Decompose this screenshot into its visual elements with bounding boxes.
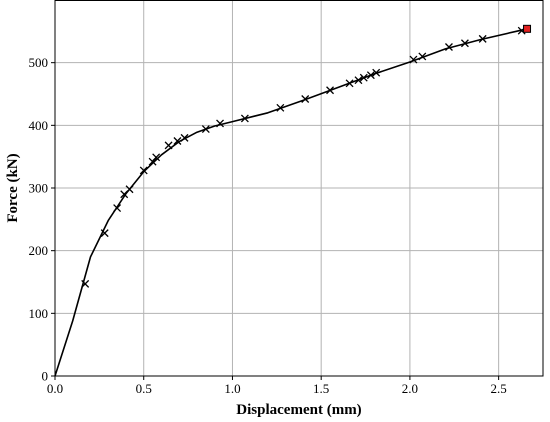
cross-stroke	[418, 52, 427, 61]
cross-marker	[180, 133, 189, 142]
cross-marker	[152, 153, 161, 162]
cross-marker	[460, 39, 469, 48]
y-tick-label: 500	[29, 55, 49, 70]
y-tick-label: 100	[29, 306, 49, 321]
cross-stroke	[100, 229, 109, 238]
cross-stroke	[139, 166, 148, 175]
cross-marker	[125, 185, 134, 194]
cross-marker	[326, 86, 335, 95]
x-tick-label: 1.0	[224, 381, 240, 396]
y-tick-label: 200	[29, 243, 49, 258]
cross-stroke	[359, 73, 368, 82]
cross-stroke	[152, 153, 161, 162]
y-tick-label: 400	[29, 118, 49, 133]
cross-marker	[201, 125, 210, 134]
x-tick-label: 2.5	[491, 381, 507, 396]
cross-stroke	[460, 39, 469, 48]
cross-marker	[418, 52, 427, 61]
force-curve	[54, 28, 528, 377]
cross-marker	[81, 279, 90, 288]
cross-marker	[354, 76, 363, 85]
cross-marker	[276, 103, 285, 112]
cross-stroke	[326, 86, 335, 95]
cross-stroke	[354, 76, 363, 85]
cross-marker	[301, 95, 310, 103]
cross-marker	[139, 166, 148, 175]
cross-stroke	[164, 141, 173, 150]
cross-stroke	[409, 55, 418, 64]
cross-stroke	[180, 133, 189, 142]
cross-stroke	[366, 71, 375, 80]
axis-ticks: 0.0 0.5 1.0 1.5 2.0 2.5 0 100 200 300 400 500	[29, 55, 507, 396]
cross-stroke	[125, 185, 134, 194]
cross-stroke	[345, 79, 354, 88]
cross-stroke	[113, 204, 122, 213]
cross-marker	[240, 114, 249, 123]
x-tick-label: 1.5	[313, 381, 329, 396]
cross-stroke	[201, 125, 210, 134]
cross-marker	[478, 34, 487, 43]
series-layer	[54, 24, 532, 377]
cross-stroke	[173, 137, 182, 145]
cross-marker	[345, 79, 354, 88]
cross-stroke	[478, 34, 487, 43]
x-tick-label: 0.5	[136, 381, 152, 396]
cross-stroke	[240, 114, 249, 123]
x-tick-label: 2.0	[402, 381, 418, 396]
cross-marker	[113, 204, 122, 213]
y-tick-label: 300	[29, 181, 49, 196]
cross-marker	[216, 119, 224, 128]
grid-lines	[55, 0, 543, 376]
cross-stroke	[372, 68, 381, 77]
x-tick-label: 0.0	[47, 381, 63, 396]
cross-marker	[366, 71, 375, 80]
cross-stroke	[301, 95, 310, 103]
end-point-marker	[523, 24, 532, 33]
cross-marker	[100, 229, 109, 238]
cross-stroke	[216, 119, 224, 128]
cross-marker	[409, 55, 418, 64]
cross-marker	[359, 73, 368, 82]
y-tick-label: 0	[42, 369, 49, 384]
x-axis-title: Displacement (mm)	[236, 402, 361, 418]
cross-marker	[444, 43, 453, 51]
cross-marker	[372, 68, 381, 77]
y-axis-title: Force (kN)	[5, 153, 21, 222]
cross-stroke	[81, 279, 90, 288]
cross-marker	[173, 137, 182, 145]
cross-stroke	[276, 103, 285, 112]
cross-stroke	[444, 43, 453, 51]
cross-marker	[164, 141, 173, 150]
